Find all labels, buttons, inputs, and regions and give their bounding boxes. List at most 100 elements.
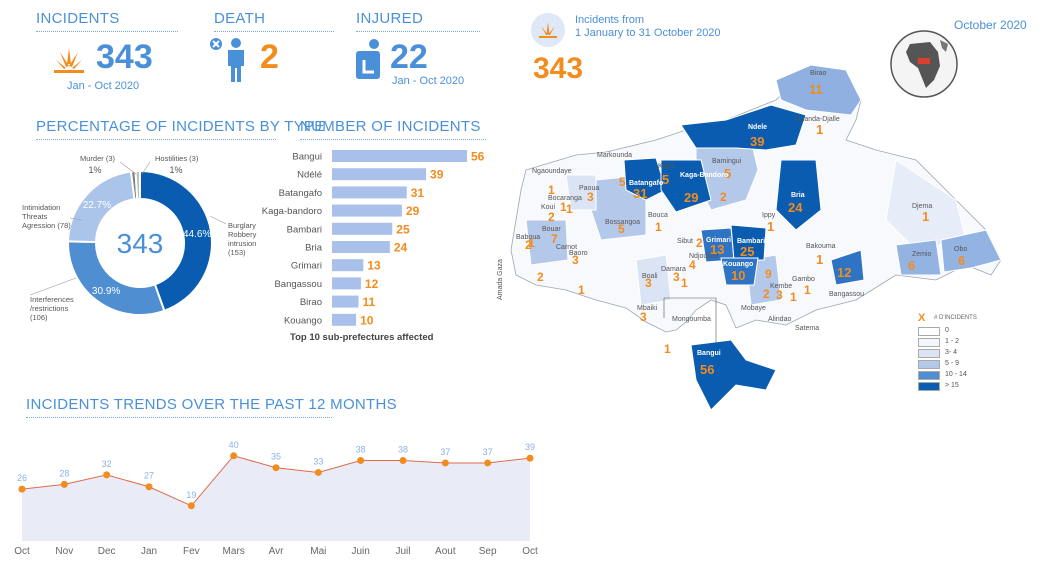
map-count: 2 — [720, 190, 727, 204]
legend-swatch — [918, 338, 940, 347]
map-total: 343 — [533, 52, 584, 85]
region-birao — [775, 64, 862, 116]
line-point — [441, 459, 449, 467]
map-place-label: Ngaoundaye — [532, 168, 572, 175]
map-region-label: Zemio — [912, 251, 932, 258]
map-region-label: Bria — [791, 192, 805, 199]
line-value-label: 39 — [525, 442, 535, 452]
map-region-label: Bangassou — [829, 291, 865, 298]
line-value-label: 28 — [59, 468, 69, 478]
line-value-label: 35 — [271, 452, 281, 462]
map-count: 3 — [587, 190, 594, 204]
map-region-value: 24 — [788, 200, 803, 215]
pie-pct-hostilities: 1% — [169, 165, 182, 175]
map-count: 1 — [681, 276, 688, 290]
legend-label: 0 — [945, 327, 949, 334]
map-count: 3 — [640, 310, 647, 324]
map-count: 1 — [560, 200, 567, 214]
death-value: 2 — [260, 38, 279, 76]
bar-value-label: 29 — [406, 204, 420, 218]
map-place-label: Damara — [661, 266, 686, 273]
line-value-label: 19 — [186, 490, 196, 500]
map-count: 3 — [572, 253, 579, 267]
pie-label-hostilities: Hostilities (3) — [155, 154, 199, 163]
map-place-label: Koui — [541, 204, 556, 211]
bar-category-label: Bangui — [292, 152, 322, 163]
bar-value-label: 10 — [360, 313, 374, 327]
line-x-tick-label: Fev — [183, 546, 200, 557]
map-place-label: Mbaiki — [637, 305, 658, 312]
map-count: 2 — [537, 270, 544, 284]
bar-chart: Bangui 56 Ndélé 39 Batangafo 31 Kaga-bandoro 29… — [262, 150, 485, 344]
legend-title: # D'INCIDENTS — [934, 315, 977, 321]
map-region-value: 5 — [662, 172, 670, 187]
pie-leader-0 — [209, 215, 227, 225]
map-count: 1 — [790, 290, 797, 304]
line-x-tick-label: Nov — [55, 546, 73, 557]
line-point — [484, 459, 492, 467]
pie-slice-0 — [139, 169, 213, 313]
line-point — [103, 471, 111, 479]
map-region-label: Ouanda-Djalle — [795, 116, 840, 123]
map-count: 7 — [551, 232, 558, 246]
map-region-value: 29 — [684, 190, 699, 205]
line-x-tick-label: Oct — [522, 546, 538, 557]
incidents-value: 343 — [96, 38, 153, 76]
pie-label-1-0: Interferences — [30, 295, 74, 304]
legend-x: X — [918, 312, 926, 324]
map-region-value: 1 — [816, 252, 824, 267]
map-count: 2 — [696, 236, 703, 250]
bar — [332, 186, 407, 199]
map-region-value: 11 — [809, 82, 823, 97]
pie-count-0: (153) — [228, 248, 246, 257]
legend-swatch — [918, 360, 940, 369]
line-point — [357, 457, 365, 465]
map-place-label: Markounda — [597, 152, 633, 159]
map-count: 3 — [645, 276, 652, 290]
map-count: 4 — [689, 258, 696, 272]
region-bambari — [730, 224, 767, 261]
pie-leader-3 — [119, 161, 137, 175]
map-region-label: Batangafo — [629, 180, 664, 187]
bar-category-label: Bria — [305, 243, 323, 254]
line-chart: 26 28 32 27 19 40 35 33 38 38 37 37 39 Oct Nov Dec Jan Fe… — [14, 440, 538, 557]
map-region-value: 13 — [710, 242, 725, 257]
map-count: 2 — [763, 287, 770, 301]
line-value-label: 37 — [483, 447, 493, 457]
map-region-value: 5 — [724, 166, 732, 181]
line-x-tick-label: Aout — [435, 546, 456, 557]
line-value-label: 27 — [144, 471, 154, 481]
legend-label: 1 - 2 — [945, 338, 960, 345]
map-place-label: Baboua — [516, 234, 541, 241]
bar — [332, 313, 357, 326]
bar-title: NUMBER OF INCIDENTS — [300, 118, 486, 140]
line-x-tick-label: Sep — [479, 546, 497, 557]
legend-swatch — [918, 327, 940, 336]
bar — [332, 222, 393, 235]
legend-swatch — [918, 382, 940, 391]
map-place-label: Mobaye — [741, 305, 766, 312]
map-place-label: Paoua — [579, 185, 600, 192]
bar-category-label: Kaga-bandoro — [262, 206, 322, 217]
map-region-label: Kabo — [658, 163, 675, 170]
line-value-label: 33 — [313, 456, 323, 466]
region-kouango — [720, 257, 759, 286]
bar — [332, 168, 427, 181]
map-region-label: Obo — [954, 246, 968, 253]
map-region-label: Bamingui — [712, 158, 742, 165]
pie-label-2-1: Threats — [22, 212, 48, 221]
bar-value-label: 56 — [471, 150, 485, 164]
death-title: DEATH — [214, 10, 334, 32]
line-x-tick-label: Oct — [14, 546, 30, 557]
map-place-label: Kembe — [770, 283, 793, 290]
line-value-label: 26 — [17, 473, 27, 483]
map-region-value: 1 — [922, 209, 930, 224]
bar-category-label: Batangafo — [279, 188, 322, 199]
legend-label: > 15 — [945, 382, 959, 389]
injured-value: 22 — [390, 38, 428, 76]
map-region-label: Bakouma — [806, 243, 836, 250]
car-map — [510, 64, 1002, 411]
injured-person-icon — [356, 39, 380, 79]
line-point — [230, 452, 238, 460]
line-point — [145, 483, 153, 491]
